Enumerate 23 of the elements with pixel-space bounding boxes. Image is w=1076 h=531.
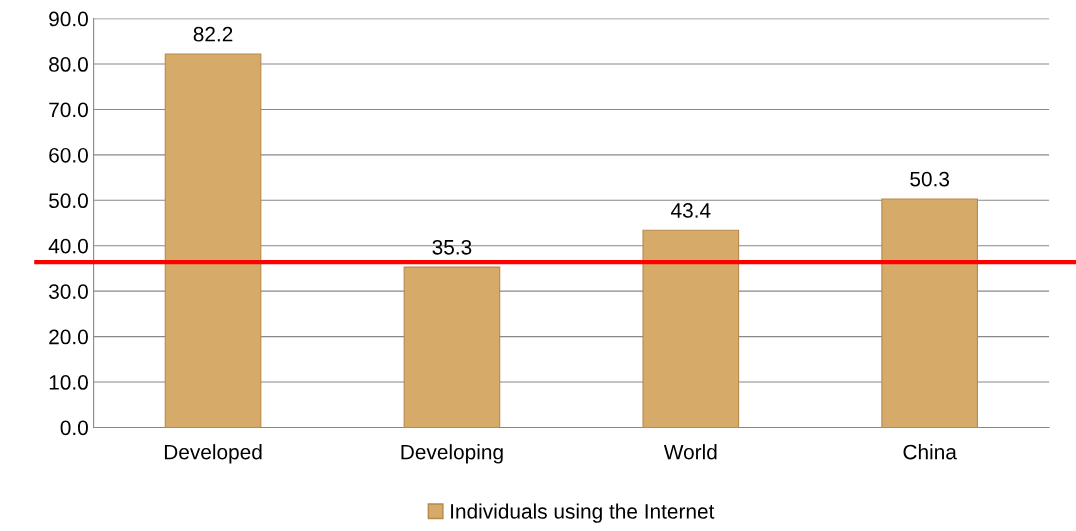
- y-tick-label: 90.0: [49, 11, 88, 27]
- data-label: 35.3: [432, 239, 472, 255]
- y-tick-label: 30.0: [49, 284, 88, 299]
- x-tick-label: Developed: [164, 444, 262, 464]
- bar: [642, 229, 740, 428]
- y-tick-label: 20.0: [49, 329, 88, 345]
- x-tick-label: World: [663, 444, 717, 460]
- x-tick-label: Developing: [401, 444, 503, 464]
- y-tick-label: 50.0: [49, 193, 88, 209]
- y-tick-label: 40.0: [48, 238, 88, 254]
- y-tick-label: 70.0: [49, 102, 88, 118]
- data-label: 43.4: [671, 203, 711, 218]
- bar: [881, 198, 978, 428]
- y-tick-label: 60.0: [49, 147, 88, 163]
- y-tick-label: 10.0: [49, 375, 88, 390]
- bar: [403, 266, 501, 428]
- x-tick-label: China: [903, 444, 957, 460]
- data-label: 50.3: [910, 171, 950, 187]
- bar: [164, 53, 262, 428]
- y-tick-label: 80.0: [49, 57, 88, 72]
- legend-label: Individuals using the Internet: [451, 503, 715, 523]
- data-label: 82.2: [193, 26, 233, 42]
- y-tick-label: 0.0: [60, 420, 88, 436]
